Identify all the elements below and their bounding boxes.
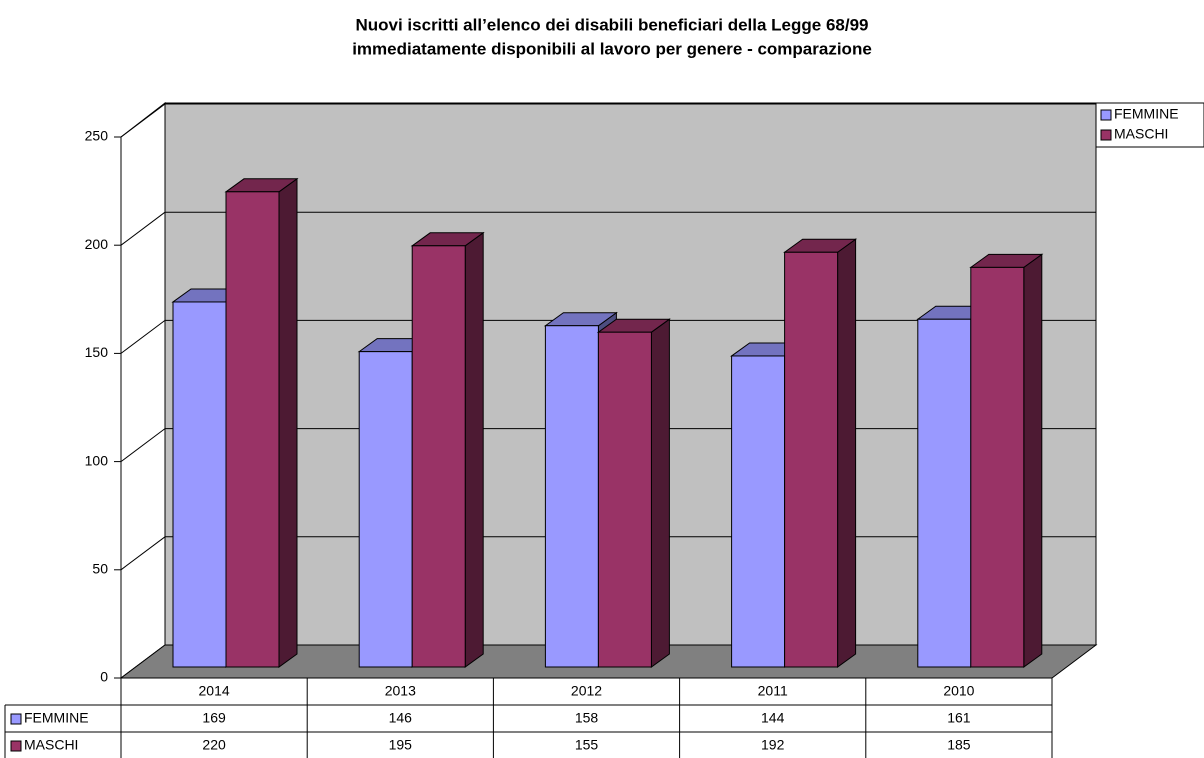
bar xyxy=(544,325,599,668)
bar xyxy=(784,251,839,668)
table-value: 146 xyxy=(389,710,413,726)
x-tick-label: 2014 xyxy=(199,683,230,699)
legend-swatch xyxy=(10,740,22,752)
table-value: 158 xyxy=(575,710,599,726)
table-value: 169 xyxy=(202,710,226,726)
x-tick-label: 2013 xyxy=(385,683,416,699)
grid-line xyxy=(120,103,166,138)
legend-label: MASCHI xyxy=(1114,126,1168,142)
legend-swatch xyxy=(1100,129,1112,141)
bar-side xyxy=(837,238,857,668)
y-tick-label: 250 xyxy=(85,128,109,144)
table-value: 195 xyxy=(389,737,413,753)
grid-line xyxy=(120,536,166,571)
bar xyxy=(970,266,1025,668)
y-tick-label: 200 xyxy=(85,236,109,252)
bar-side xyxy=(1023,253,1043,668)
y-tick-label: 0 xyxy=(100,669,108,685)
table-value: 144 xyxy=(761,710,785,726)
legend-swatch xyxy=(10,713,22,725)
grid-line xyxy=(120,428,166,463)
legend-swatch xyxy=(1100,109,1112,121)
x-tick-label: 2012 xyxy=(571,683,602,699)
table-row-label: MASCHI xyxy=(24,737,78,753)
y-tick-label: 150 xyxy=(85,344,109,360)
table-value: 185 xyxy=(947,737,971,753)
x-tick-label: 2011 xyxy=(758,683,788,699)
grid-line xyxy=(120,319,166,354)
bar xyxy=(731,355,786,668)
bar xyxy=(917,318,972,668)
side-wall xyxy=(120,101,166,679)
y-tick-label: 100 xyxy=(85,452,109,468)
legend-label: FEMMINE xyxy=(1114,106,1179,122)
bar xyxy=(358,351,413,668)
table-row-label: FEMMINE xyxy=(24,710,89,726)
bar xyxy=(172,301,227,668)
table-value: 161 xyxy=(947,710,971,726)
y-tick-label: 50 xyxy=(92,561,108,577)
x-tick-label: 2010 xyxy=(943,683,974,699)
bar xyxy=(597,331,652,668)
bar-side xyxy=(650,318,670,668)
chart-title: immediatamente disponibili al lavoro per… xyxy=(352,39,872,58)
bar-side xyxy=(464,231,484,668)
table-value: 220 xyxy=(202,737,226,753)
table-value: 192 xyxy=(761,737,785,753)
legend xyxy=(1095,102,1204,148)
chart-title: Nuovi iscritti all’elenco dei disabili b… xyxy=(355,15,868,34)
bar xyxy=(225,191,280,668)
grid-line xyxy=(120,211,166,246)
bar xyxy=(411,245,466,668)
bar-side xyxy=(278,177,298,668)
table-value: 155 xyxy=(575,737,599,753)
